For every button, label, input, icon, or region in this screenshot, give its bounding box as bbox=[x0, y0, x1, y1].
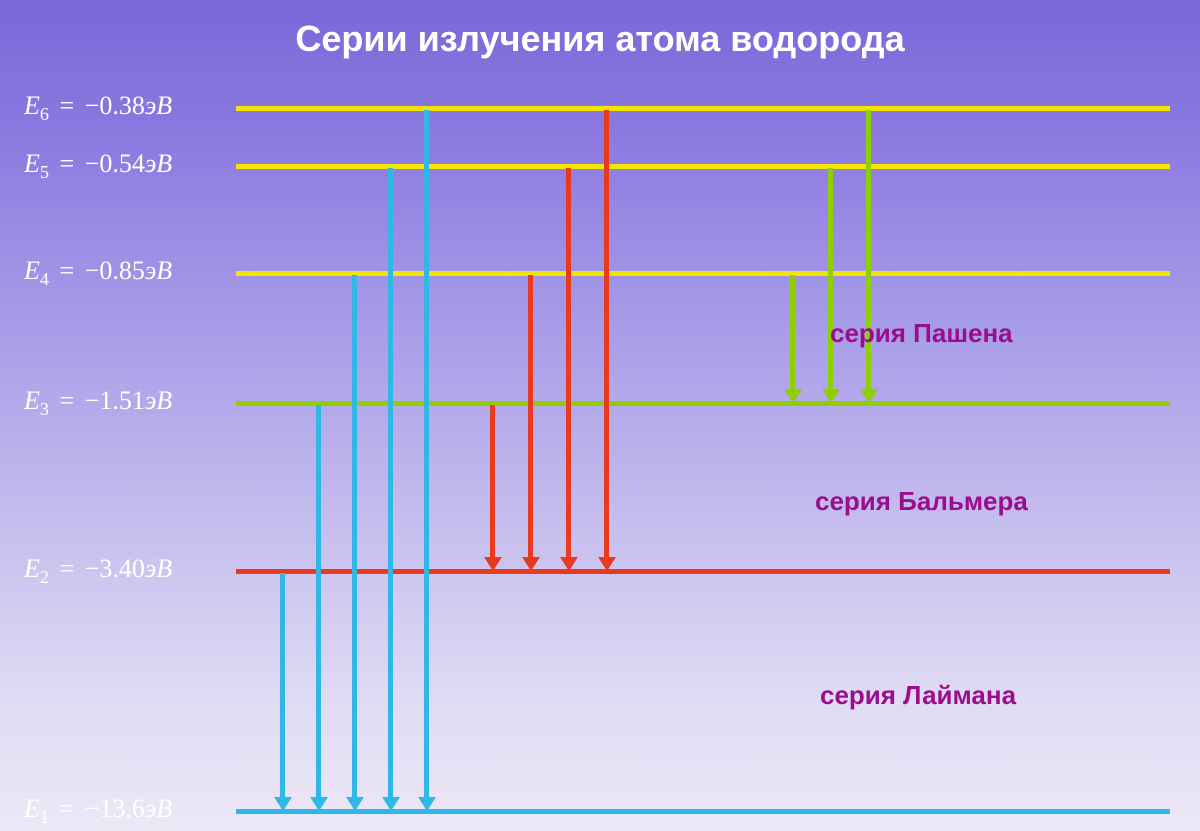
energy-label-4: E4 = −0.85эВ bbox=[24, 256, 172, 290]
energy-level-4 bbox=[236, 271, 1170, 276]
energy-level-5 bbox=[236, 164, 1170, 169]
energy-label-5: E5 = −0.54эВ bbox=[24, 149, 172, 183]
energy-label-6: E6 = −0.38эВ bbox=[24, 91, 172, 125]
series-label-0: серия Пашена bbox=[830, 318, 1013, 349]
energy-label-2: E2 = −3.40эВ bbox=[24, 554, 172, 588]
energy-label-3: E3 = −1.51эВ bbox=[24, 386, 172, 420]
energy-label-1: E1 = −13.6эВ bbox=[24, 794, 172, 828]
background-gradient bbox=[0, 0, 1200, 831]
series-label-1: серия Бальмера bbox=[815, 486, 1028, 517]
energy-level-3 bbox=[236, 401, 1170, 406]
energy-level-1 bbox=[236, 809, 1170, 814]
energy-level-2 bbox=[236, 569, 1170, 574]
diagram-title: Серии излучения атома водорода bbox=[0, 18, 1200, 60]
series-label-2: серия Лаймана bbox=[820, 680, 1016, 711]
energy-level-6 bbox=[236, 106, 1170, 111]
